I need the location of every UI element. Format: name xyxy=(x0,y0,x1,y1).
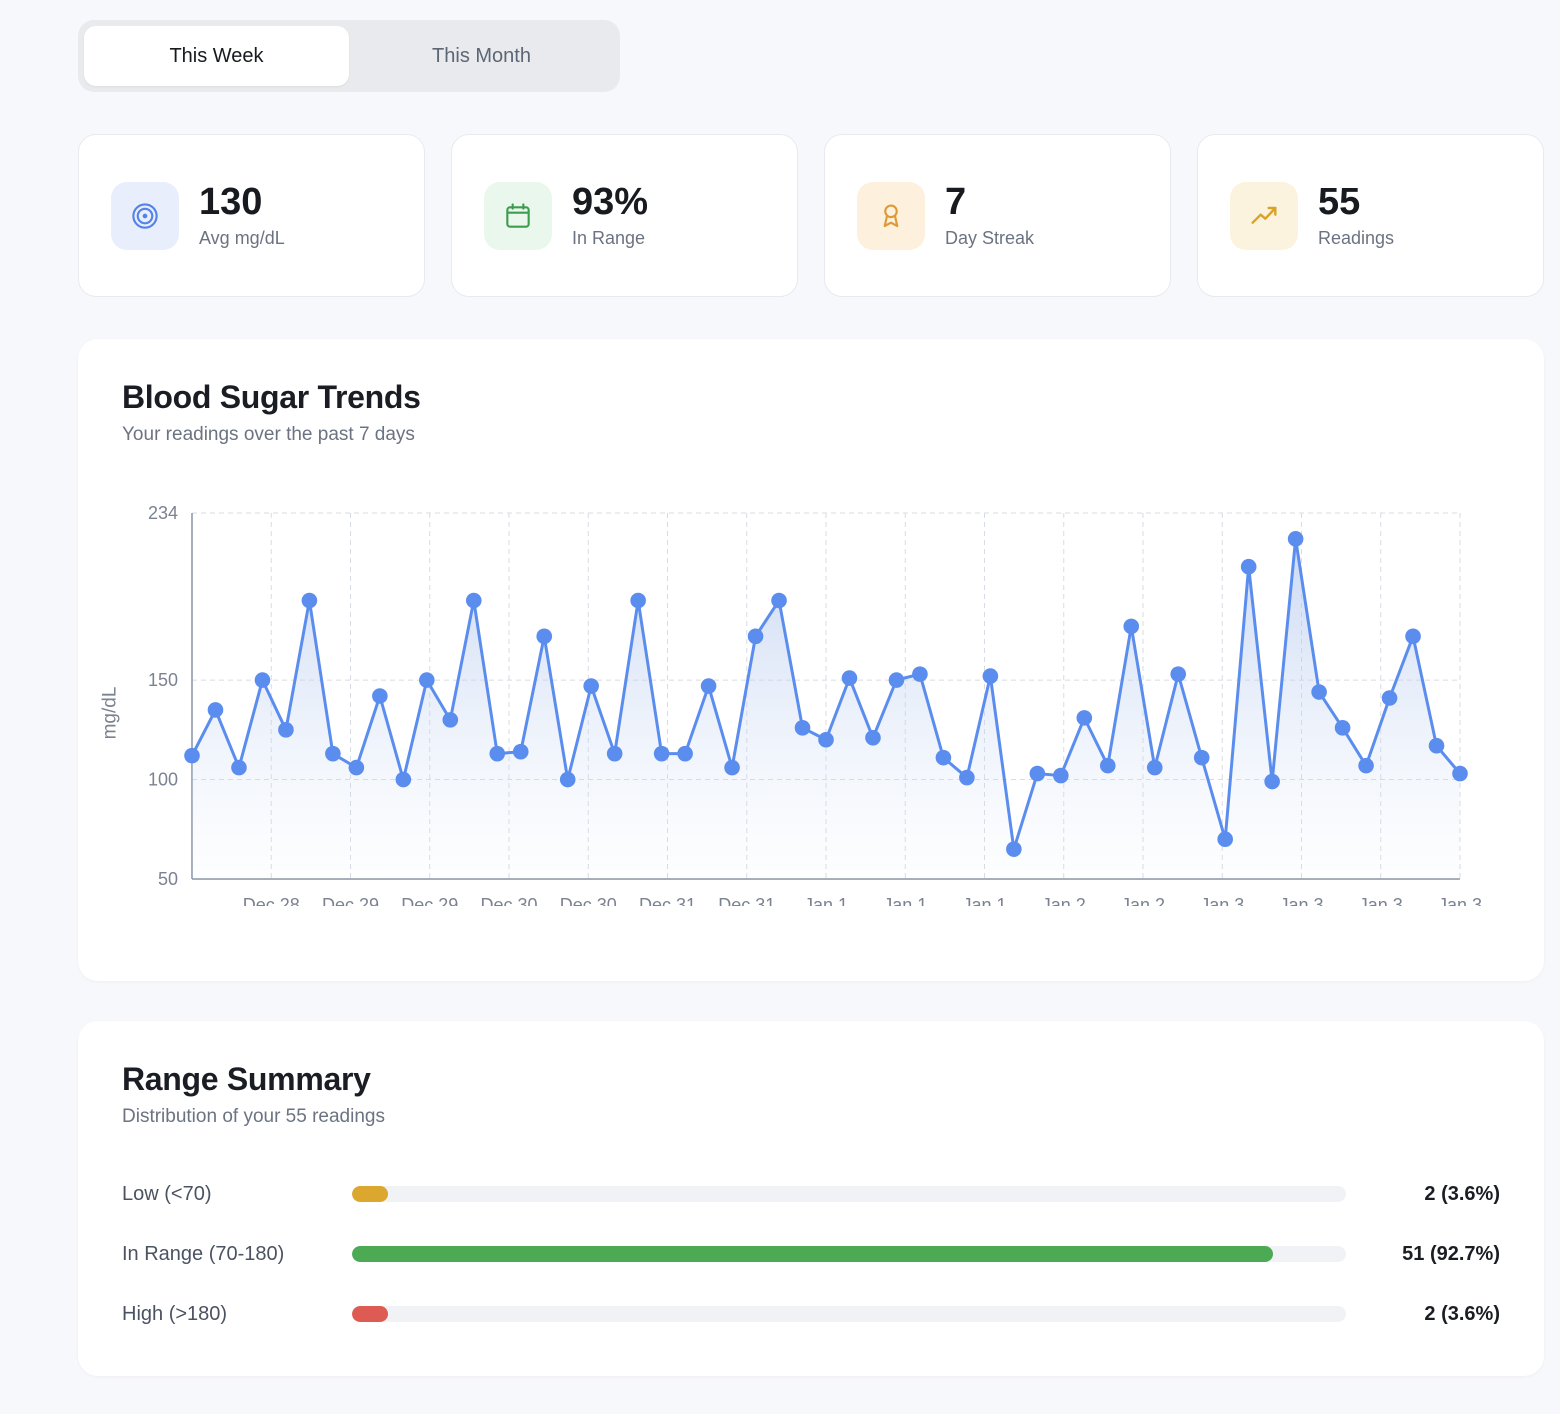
svg-text:Jan 1: Jan 1 xyxy=(883,895,927,906)
svg-text:150: 150 xyxy=(148,670,178,690)
svg-text:Dec 29: Dec 29 xyxy=(322,895,379,906)
svg-text:234: 234 xyxy=(148,503,178,523)
svg-text:Dec 30: Dec 30 xyxy=(560,895,617,906)
svg-text:Jan 3: Jan 3 xyxy=(1438,895,1482,906)
svg-text:50: 50 xyxy=(158,869,178,889)
svg-text:Jan 3: Jan 3 xyxy=(1359,895,1403,906)
svg-text:Jan 3: Jan 3 xyxy=(1200,895,1244,906)
svg-text:Jan 3: Jan 3 xyxy=(1279,895,1323,906)
svg-text:100: 100 xyxy=(148,770,178,790)
svg-text:Dec 28: Dec 28 xyxy=(243,895,300,906)
svg-text:Dec 31: Dec 31 xyxy=(718,895,775,906)
svg-text:Jan 2: Jan 2 xyxy=(1121,895,1165,906)
svg-text:Dec 29: Dec 29 xyxy=(401,895,458,906)
svg-text:Dec 30: Dec 30 xyxy=(480,895,537,906)
svg-text:Jan 1: Jan 1 xyxy=(962,895,1006,906)
svg-text:Jan 2: Jan 2 xyxy=(1042,895,1086,906)
svg-text:Dec 31: Dec 31 xyxy=(639,895,696,906)
svg-text:Jan 1: Jan 1 xyxy=(804,895,848,906)
